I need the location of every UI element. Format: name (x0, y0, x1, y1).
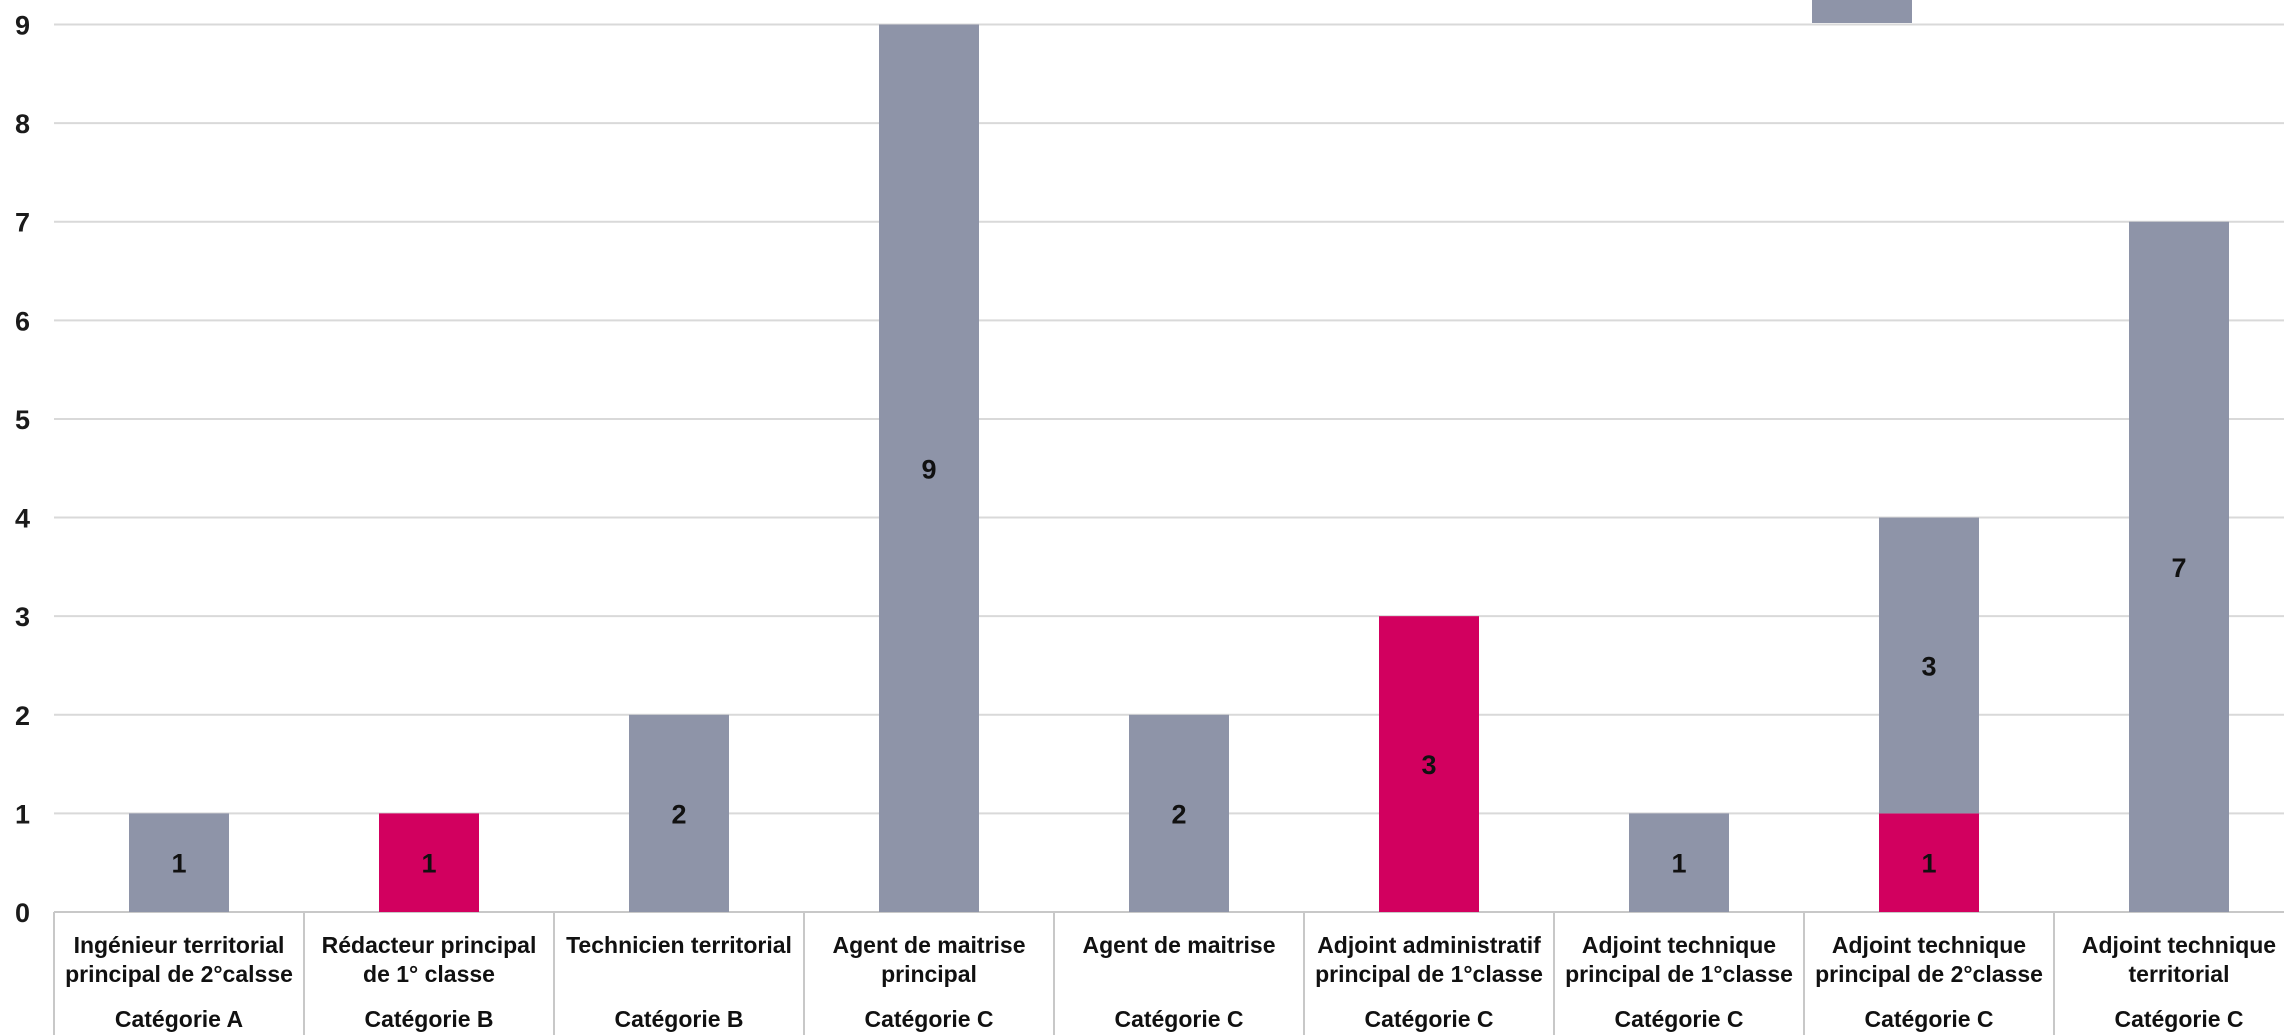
category-label: principal de 1°classe (1565, 961, 1793, 987)
data-label: 1 (421, 849, 436, 879)
y-tick-label-7: 7 (15, 208, 30, 238)
data-label: 3 (1921, 651, 1936, 681)
bar-segment (379, 813, 479, 912)
category-label: Adjoint technique (1582, 932, 1776, 958)
category-group-label: Catégorie C (2114, 1006, 2243, 1032)
y-tick-label-4: 4 (15, 504, 30, 534)
y-tick-label-8: 8 (15, 109, 30, 139)
bar-segment (1879, 813, 1979, 912)
category-label: Ingénieur territorial (74, 932, 285, 958)
category-group-label: Catégorie B (614, 1006, 743, 1032)
category-group-label: Catégorie B (364, 1006, 493, 1032)
category-label: Adjoint administratif (1317, 932, 1541, 958)
data-label: 7 (2171, 553, 2186, 583)
category-group-label: Catégorie A (115, 1006, 243, 1032)
category-label: Adjoint technique (2082, 932, 2276, 958)
category-label: principal de 2°calsse (65, 961, 293, 987)
category-label: Agent de maitrise (1083, 932, 1276, 958)
category-label: de 1° classe (363, 961, 495, 987)
y-tick-label-2: 2 (15, 701, 30, 731)
y-tick-label-1: 1 (15, 799, 30, 829)
category-label: principal de 1°classe (1315, 961, 1543, 987)
data-label: 1 (1921, 849, 1936, 879)
category-group-label: Catégorie C (864, 1006, 993, 1032)
category-label: Rédacteur principal (322, 932, 537, 958)
bar-segment (129, 813, 229, 912)
category-group-label: Catégorie C (1364, 1006, 1493, 1032)
data-label: 1 (171, 849, 186, 879)
category-group-label: Catégorie C (1114, 1006, 1243, 1032)
category-label: territorial (2129, 961, 2230, 987)
y-tick-label-3: 3 (15, 602, 30, 632)
category-label: Technicien territorial (566, 932, 792, 958)
bar-segment (879, 24, 979, 912)
data-label: 2 (1171, 799, 1186, 829)
data-label: 9 (921, 454, 936, 484)
bar-segment-cropped (1812, 0, 1912, 23)
y-tick-label-9: 9 (15, 11, 30, 41)
y-tick-label-5: 5 (15, 405, 30, 435)
bar-segment (1379, 616, 1479, 912)
category-label: principal (881, 961, 977, 987)
category-label: Adjoint technique (1832, 932, 2026, 958)
bar-segment (2129, 221, 2229, 912)
data-label: 1 (1671, 849, 1686, 879)
y-tick-label-6: 6 (15, 306, 30, 336)
bar-segment (1629, 813, 1729, 912)
bar-segment (629, 714, 729, 912)
category-group-label: Catégorie C (1614, 1006, 1743, 1032)
category-label: principal de 2°classe (1815, 961, 2043, 987)
category-group-label: Catégorie C (1864, 1006, 1993, 1032)
data-label: 2 (671, 799, 686, 829)
data-label: 3 (1421, 750, 1436, 780)
y-tick-label-0: 0 (15, 898, 30, 928)
category-label: Agent de maitrise (833, 932, 1026, 958)
bar-segment (1129, 714, 1229, 912)
bar-segment (1879, 517, 1979, 814)
